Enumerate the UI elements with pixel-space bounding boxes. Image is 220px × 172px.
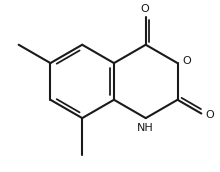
Text: O: O: [183, 56, 191, 66]
Text: O: O: [141, 4, 149, 14]
Text: NH: NH: [137, 122, 154, 132]
Text: O: O: [206, 110, 214, 120]
